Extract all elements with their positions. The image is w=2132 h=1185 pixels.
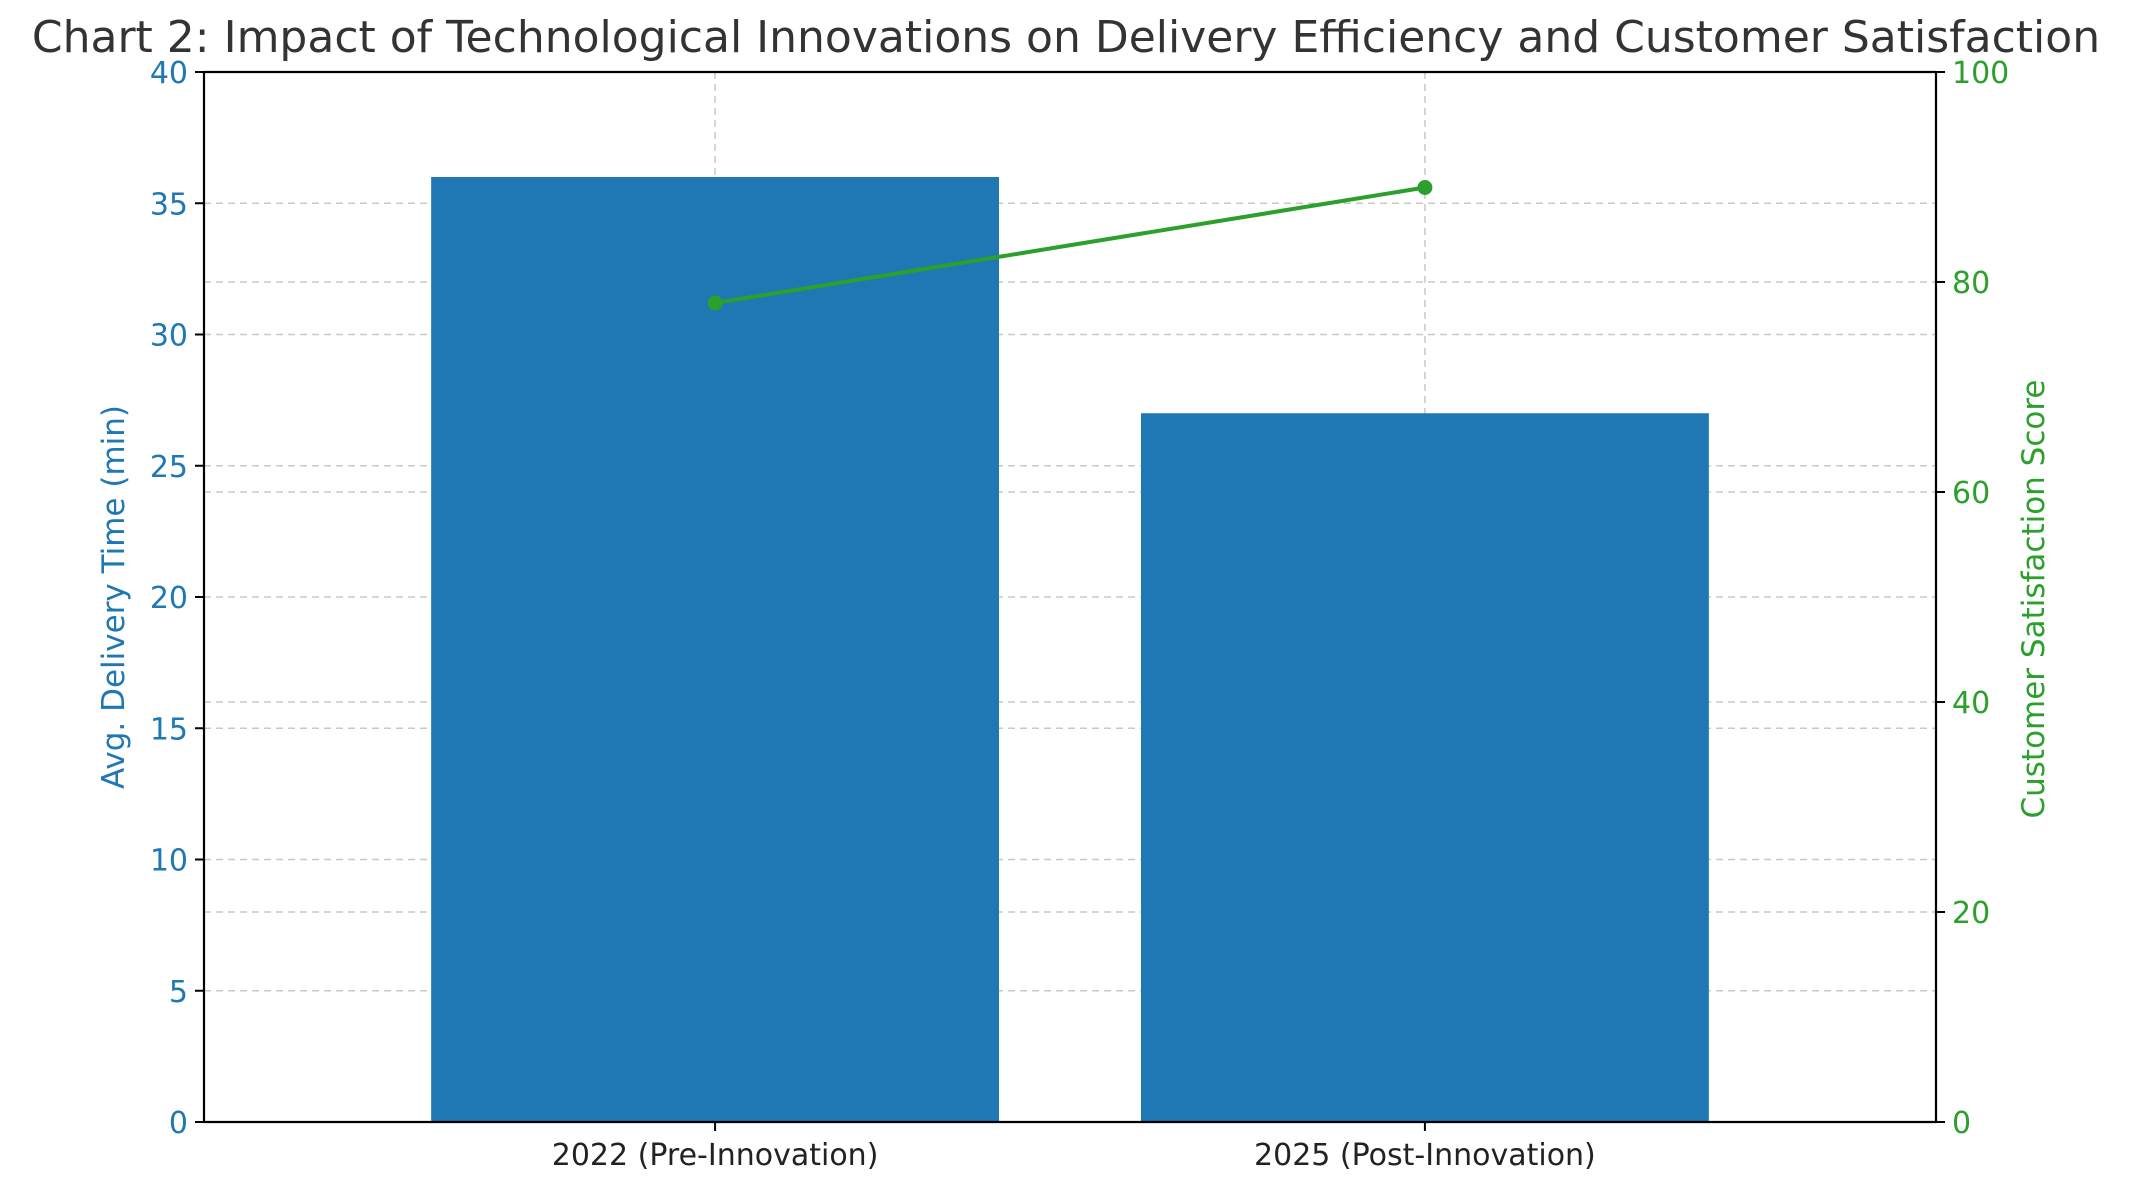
y-left-tick-label-30: 30 [150, 319, 188, 354]
y-right-tick-label-0: 0 [1952, 1106, 1971, 1141]
y-left-tick-label-25: 25 [150, 450, 188, 485]
x-tick-label-0: 2022 (Pre-Innovation) [552, 1138, 879, 1173]
y-left-tick-label-35: 35 [150, 187, 188, 222]
y-axis-left-label: Avg. Delivery Time (min) [96, 405, 132, 789]
bar-0 [431, 177, 1000, 1122]
satisfaction-point-0 [707, 295, 723, 311]
line-layer [707, 180, 1433, 311]
satisfaction-line [714, 185, 1426, 305]
axes-layer: 0 5 10 15 20 25 30 35 40 0 20 40 60 80 100 2022 (Pre-In… [150, 56, 2009, 1173]
y-left-tick-label-40: 40 [150, 56, 188, 91]
y-right-tick-label-80: 80 [1952, 266, 1990, 301]
bar-1 [1140, 413, 1709, 1122]
y-left-tick-label-15: 15 [150, 712, 188, 747]
y-left-tick-label-0: 0 [169, 1106, 188, 1141]
y-right-tick-label-100: 100 [1952, 56, 2009, 91]
bars-layer [431, 177, 1709, 1122]
y-left-tick-label-20: 20 [150, 581, 188, 616]
y-left-tick-label-5: 5 [169, 975, 188, 1010]
y-axis-right-label: Customer Satisfaction Score [2016, 379, 2052, 818]
y-left-tick-label-10: 10 [150, 844, 188, 879]
y-right-tick-label-20: 20 [1952, 896, 1990, 931]
x-tick-label-1: 2025 (Post-Innovation) [1254, 1138, 1596, 1173]
chart-title: Chart 2: Impact of Technological Innovat… [32, 12, 2100, 63]
labels-layer: Avg. Delivery Time (min) Customer Satisf… [96, 379, 2052, 818]
satisfaction-point-1 [1417, 180, 1433, 195]
y-right-tick-label-60: 60 [1952, 476, 1990, 511]
y-right-tick-label-40: 40 [1952, 686, 1990, 721]
